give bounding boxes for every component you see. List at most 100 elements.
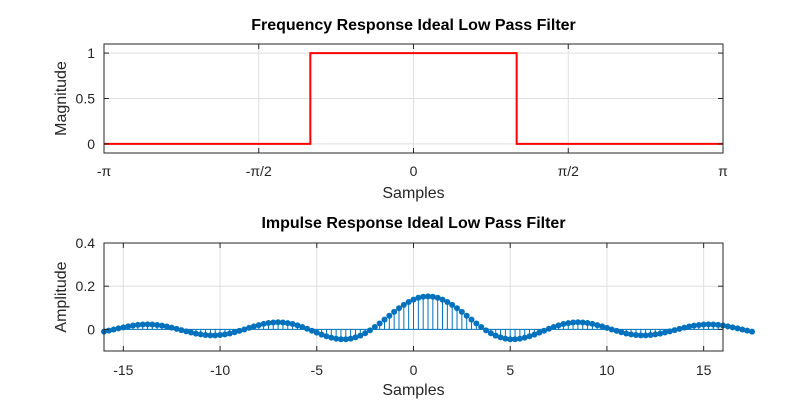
stem-marker — [163, 323, 170, 330]
stem-marker — [308, 327, 315, 334]
stem-marker — [250, 323, 257, 330]
stem-marker — [700, 321, 707, 328]
x-tick-label: 0 — [410, 163, 418, 179]
stem-marker — [304, 325, 311, 332]
stem-marker — [337, 336, 344, 343]
stem-marker — [183, 328, 190, 335]
stem-marker — [705, 321, 712, 328]
stem-marker — [279, 319, 286, 326]
stem-marker — [473, 320, 480, 327]
stem-marker — [154, 321, 161, 328]
x-tick-label: π/2 — [558, 163, 580, 179]
y-tick-label: 0.5 — [76, 91, 96, 107]
tick-layer: -15 -10 -5 0 5 10 15 0 0.2 0.4 — [76, 235, 723, 378]
stem-marker — [487, 330, 494, 337]
x-tick-label: 15 — [696, 362, 712, 378]
x-axis-label: Samples — [382, 185, 444, 202]
x-axis-label: Samples — [382, 382, 444, 399]
stem-marker — [628, 331, 635, 338]
x-tick-label: -π/2 — [246, 163, 272, 179]
stem-marker — [202, 332, 209, 339]
x-tick-label: -10 — [210, 362, 230, 378]
stem-marker — [681, 324, 688, 331]
stem-marker — [425, 293, 432, 300]
stem-marker — [120, 324, 127, 331]
stem-marker — [497, 334, 504, 341]
tick-layer: -π -π/2 0 π/2 π 0 0.5 1 — [76, 44, 728, 179]
stem-marker — [134, 321, 141, 328]
stem-marker — [531, 331, 538, 338]
y-tick-label: 0.4 — [76, 235, 96, 251]
stem-marker — [260, 320, 267, 327]
stem-marker — [439, 296, 446, 303]
series-layer — [101, 293, 756, 343]
y-tick-label: 0 — [87, 321, 95, 337]
stem-marker — [405, 298, 412, 305]
x-tick-label: 10 — [599, 362, 615, 378]
stem-marker — [391, 308, 398, 315]
stem-marker — [376, 320, 383, 327]
stem-marker — [657, 330, 664, 337]
y-tick-label: 1 — [87, 45, 95, 61]
stem-marker — [347, 335, 354, 342]
stem-marker — [686, 323, 693, 330]
stem-marker — [270, 319, 277, 326]
stem-marker — [545, 325, 552, 332]
stem-marker — [139, 321, 146, 328]
stem-marker — [159, 322, 166, 329]
stem-marker — [434, 294, 441, 301]
stem-marker — [632, 332, 639, 339]
stem-marker — [212, 332, 219, 339]
stem-marker — [395, 305, 402, 312]
stem-marker — [318, 331, 325, 338]
stem-marker — [541, 327, 548, 334]
stem-marker — [560, 321, 567, 328]
stem-marker — [570, 319, 577, 326]
stem-marker — [217, 332, 224, 339]
stem-marker — [342, 336, 349, 343]
stem-marker — [255, 322, 262, 329]
stem-marker — [221, 331, 228, 338]
stem-marker — [492, 332, 499, 339]
stem-marker — [666, 328, 673, 335]
stem-marker — [444, 298, 451, 305]
stem-marker — [507, 336, 514, 343]
stem-marker — [744, 327, 751, 334]
stem-marker — [603, 324, 610, 331]
stem-marker — [110, 326, 117, 333]
stem-marker — [357, 332, 364, 339]
stem-marker — [526, 333, 533, 340]
stem-marker — [207, 332, 214, 339]
stem-marker — [521, 334, 528, 341]
stem-marker — [618, 329, 625, 336]
stem-marker — [565, 320, 572, 327]
stem-marker — [647, 332, 654, 339]
stem-marker — [739, 326, 746, 333]
stem-marker — [371, 324, 378, 331]
stem-marker — [550, 323, 557, 330]
stem-marker — [265, 320, 272, 327]
stem-marker — [381, 316, 388, 323]
stem-marker — [661, 329, 668, 336]
stem-marker — [613, 327, 620, 334]
stem-marker — [608, 326, 615, 333]
stem-marker — [516, 335, 523, 342]
stem-marker — [130, 322, 137, 329]
stem-marker — [366, 327, 373, 334]
stem-marker — [410, 296, 417, 303]
stem-marker — [710, 321, 717, 328]
stem-marker — [724, 323, 731, 330]
stem-marker — [449, 301, 456, 308]
stem-marker — [275, 319, 282, 326]
stem-marker — [323, 333, 330, 340]
stem-marker — [584, 320, 591, 327]
stem-marker — [241, 326, 248, 333]
y-axis-label: Magnitude — [53, 61, 70, 136]
stem-marker — [690, 322, 697, 329]
stem-marker — [729, 324, 736, 331]
stem-marker — [642, 332, 649, 339]
chart-title: Frequency Response Ideal Low Pass Filter — [251, 17, 576, 34]
stem-marker — [125, 323, 132, 330]
stem-marker — [328, 334, 335, 341]
